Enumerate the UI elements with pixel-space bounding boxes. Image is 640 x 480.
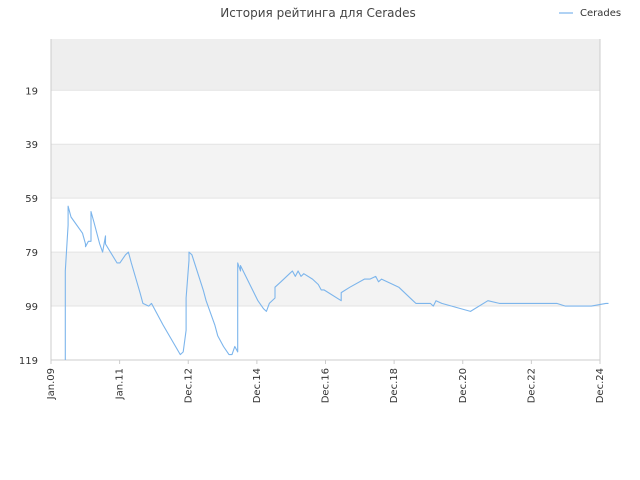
x-tick-label: Dec.20 [458,368,469,403]
y-tick-label: 19 [25,86,38,97]
x-tick-label: Jan.09 [46,368,57,400]
plot-band [51,144,600,199]
chart-title: История рейтинга для Cerades [220,6,416,20]
y-tick-label: 39 [25,140,38,151]
plot-band [51,252,600,307]
x-tick-label: Dec.12 [183,368,194,403]
plot-band [51,39,600,91]
y-tick-label: 99 [25,302,38,313]
x-tick-label: Dec.22 [526,368,537,403]
x-tick-label: Dec.16 [321,368,332,403]
plot-band [51,306,600,360]
y-tick-label: 79 [25,248,38,259]
plot-band [51,90,600,145]
legend[interactable]: Cerades [559,8,621,19]
x-tick-label: Dec.18 [389,368,400,403]
x-tick-label: Dec.24 [595,368,606,403]
y-axis-tick-labels: 19 39 59 79 99 119 [19,86,38,367]
x-axis-tick-labels: Jan.09 Jan.11 Dec.12 Dec.14 Dec.16 Dec.18 Dec.… [46,368,606,403]
plot-band [51,198,600,253]
x-tick-label: Dec.14 [252,368,263,403]
y-tick-label: 119 [19,356,38,367]
y-tick-label: 59 [25,194,38,205]
plot-bands [51,39,600,360]
series-line-cerades [64,205,609,360]
legend-label-cerades: Cerades [580,8,621,19]
series-layer [64,205,609,360]
x-tick-label: Jan.11 [115,368,126,400]
